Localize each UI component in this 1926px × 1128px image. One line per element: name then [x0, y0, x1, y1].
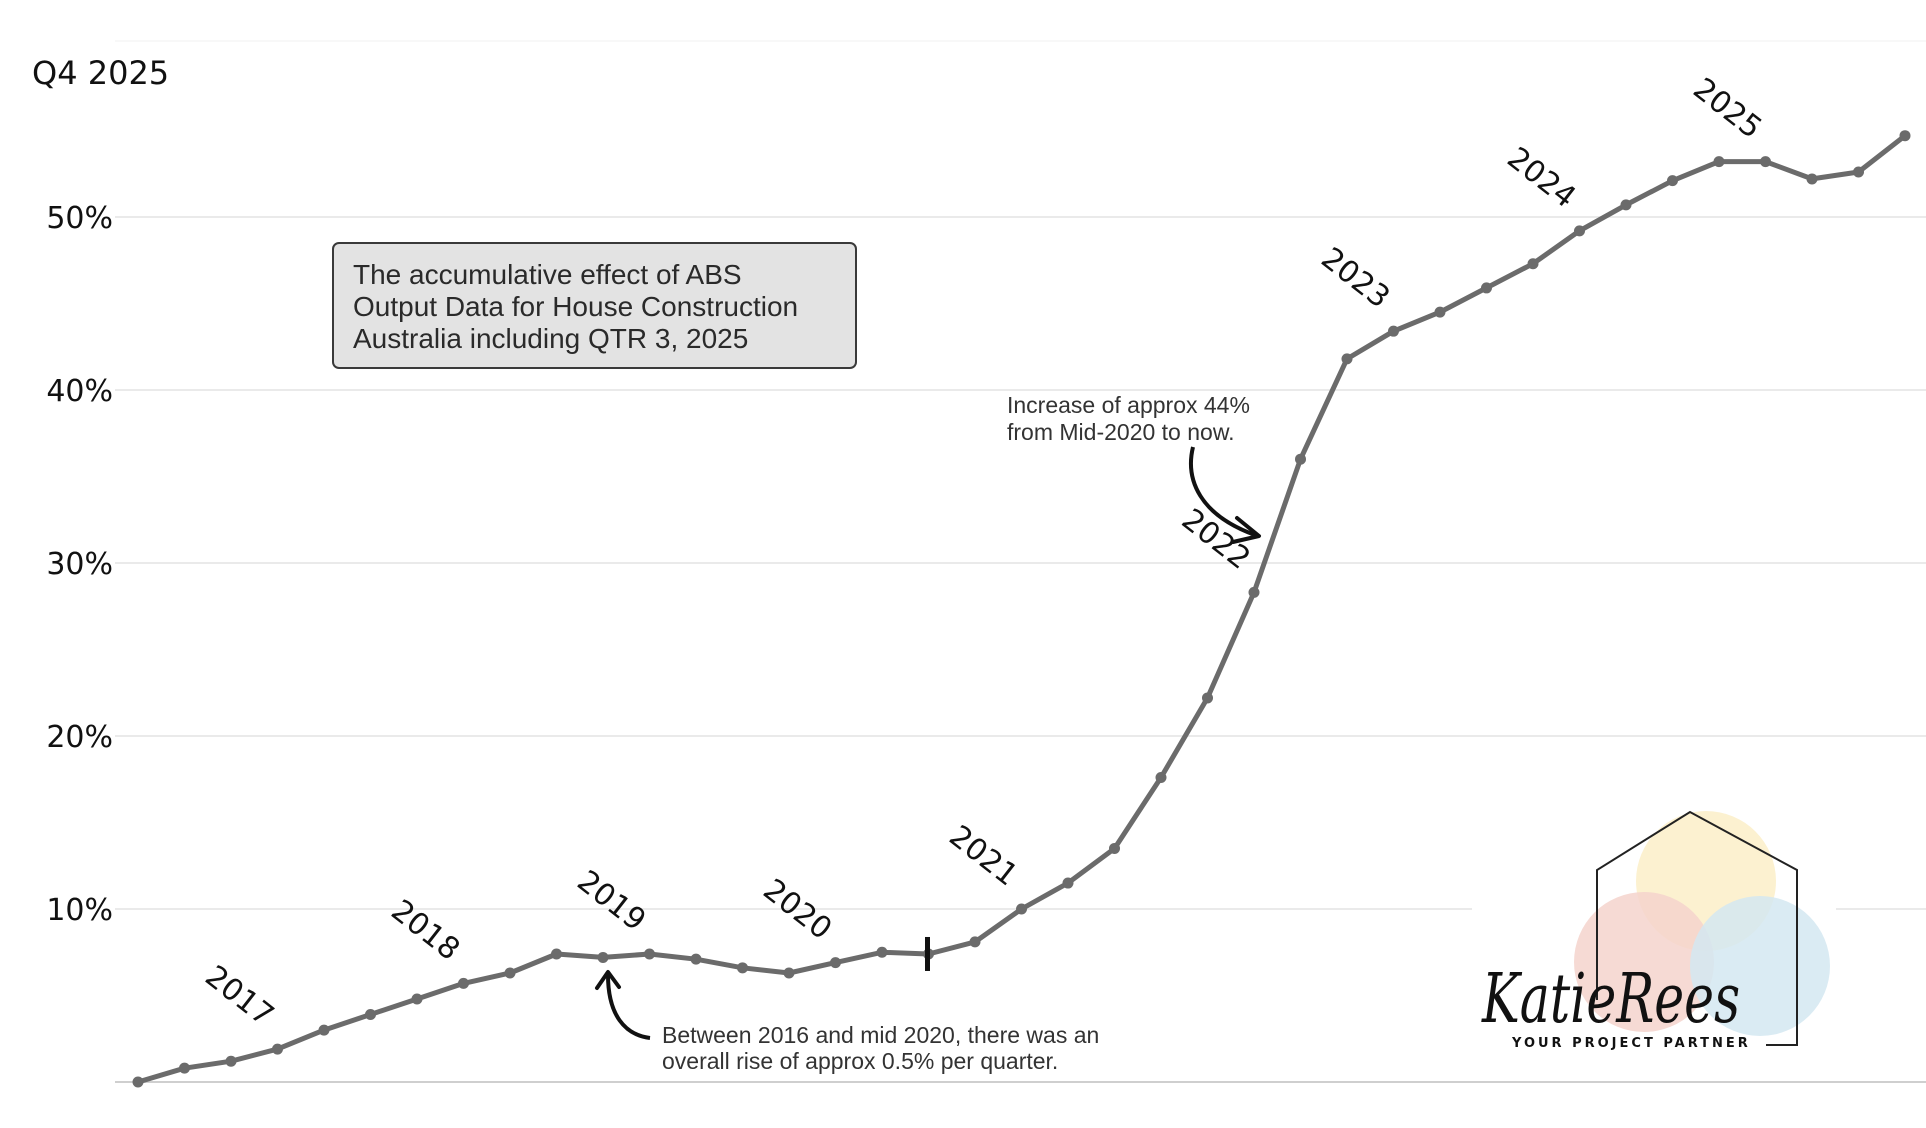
data-point — [225, 1055, 237, 1067]
year-label: 2019 — [570, 864, 652, 939]
data-point — [132, 1076, 144, 1088]
data-point — [1155, 772, 1167, 784]
annotation-increase: Increase of approx 44% from Mid-2020 to … — [1007, 392, 1261, 544]
logo-tagline: YOUR PROJECT PARTNER — [1511, 1036, 1751, 1051]
annotation-increase-line-1: Increase of approx 44% — [1007, 392, 1250, 418]
data-point — [504, 967, 516, 979]
data-point — [1202, 692, 1213, 704]
title-line-2: Output Data for House Construction — [353, 291, 798, 322]
title-box: The accumulative effect of ABS Output Da… — [332, 242, 857, 369]
y-tick-label: 40% — [46, 374, 113, 409]
year-label: 2023 — [1314, 241, 1396, 316]
y-tick-label: 30% — [46, 547, 113, 582]
data-point — [1760, 156, 1771, 168]
data-point — [1620, 199, 1632, 211]
data-point — [1016, 903, 1027, 915]
year-label: 2024 — [1500, 141, 1582, 216]
y-tick-label: 10% — [46, 893, 113, 928]
data-point — [876, 946, 888, 958]
data-point — [1062, 877, 1074, 889]
year-label: 2018 — [384, 893, 466, 968]
data-point — [1853, 166, 1864, 178]
data-point — [1667, 175, 1678, 187]
data-point — [1341, 353, 1353, 365]
data-point — [690, 953, 702, 965]
data-point — [969, 936, 981, 948]
year-label: 2017 — [198, 959, 280, 1034]
annotation-rise-line-2: overall rise of approx 0.5% per quarter. — [662, 1048, 1058, 1074]
data-point — [1899, 130, 1911, 142]
house-outline-icon — [1596, 810, 1798, 1046]
data-point — [1248, 586, 1260, 598]
logo-circle-blue — [1690, 896, 1830, 1036]
data-point — [737, 962, 748, 974]
data-point — [1806, 173, 1818, 185]
logo-circle-pink — [1574, 892, 1714, 1032]
data-point — [458, 977, 469, 989]
grid-lines — [115, 40, 1926, 1083]
data-point — [1109, 842, 1120, 854]
year-label: 2021 — [942, 819, 1024, 894]
curved-arrow-icon — [606, 974, 651, 1040]
arrowhead-icon — [1231, 516, 1261, 544]
corner-label: Q4 2025 — [32, 54, 169, 92]
annotation-rise-line-1: Between 2016 and mid 2020, there was an — [662, 1022, 1099, 1048]
data-point — [597, 951, 609, 963]
logo-name: KatieRees — [1481, 960, 1740, 1039]
title-line-3: Australia including QTR 3, 2025 — [353, 323, 748, 354]
data-point — [1434, 306, 1446, 318]
data-point — [1481, 282, 1492, 294]
data-point — [318, 1024, 330, 1036]
series-points — [132, 130, 1911, 1088]
y-tick-label: 20% — [46, 720, 113, 755]
year-label: 2025 — [1686, 71, 1768, 146]
y-tick-label: 50% — [46, 201, 113, 236]
data-point — [365, 1009, 376, 1021]
data-point — [272, 1043, 283, 1055]
logo: KatieRees YOUR PROJECT PARTNER — [1472, 810, 1836, 1051]
data-point — [1388, 325, 1399, 337]
data-point — [783, 967, 795, 979]
data-point — [830, 957, 841, 969]
y-axis-ticks: 10% 20% 30% 40% 50% — [46, 201, 113, 928]
data-point — [411, 993, 423, 1005]
data-point — [1713, 156, 1725, 168]
data-point — [1574, 225, 1585, 237]
title-line-1: The accumulative effect of ABS — [353, 259, 742, 290]
data-point — [551, 948, 562, 960]
curved-arrow-icon — [1188, 446, 1256, 537]
annotation-rise: Between 2016 and mid 2020, there was an … — [595, 970, 1099, 1074]
arrowhead-icon — [595, 970, 621, 990]
data-point — [1527, 258, 1539, 270]
data-point — [644, 948, 655, 960]
data-point — [1295, 453, 1306, 465]
data-point — [179, 1062, 190, 1074]
annotation-increase-line-2: from Mid-2020 to now. — [1007, 419, 1235, 445]
